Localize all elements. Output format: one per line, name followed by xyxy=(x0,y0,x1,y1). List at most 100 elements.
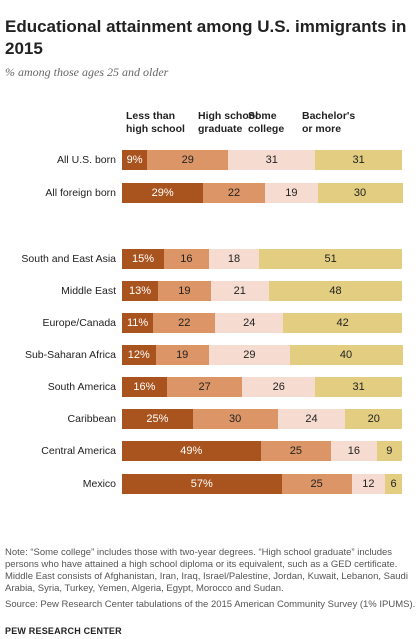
row-label-south-america: South America xyxy=(47,381,116,393)
bar-segment-central-america-1 xyxy=(260,441,332,461)
data-label-all-foreign-born-2: 19 xyxy=(285,187,298,199)
data-label-south-america-0: 16% xyxy=(133,381,156,393)
data-label-caribbean-2: 24 xyxy=(305,413,318,425)
bar-segment-sub-saharan-africa-0 xyxy=(122,345,157,365)
row-label-mexico: Mexico xyxy=(82,478,116,490)
bar-segment-mexico-0 xyxy=(122,474,283,494)
bar-segment-all-foreign-born-0 xyxy=(122,183,204,203)
row-label-europe-canada: Europe/Canada xyxy=(42,317,116,329)
brand-logo-text: PEW RESEARCH CENTER xyxy=(5,626,122,636)
bar-segment-south-and-east-asia-2 xyxy=(208,249,260,269)
data-label-mexico-2: 12 xyxy=(362,478,375,490)
legend-label-line: or more xyxy=(302,123,342,135)
bar-segment-central-america-3 xyxy=(376,441,403,461)
data-label-south-and-east-asia-2: 18 xyxy=(227,253,241,265)
bar-segment-mexico-3 xyxy=(385,474,403,494)
data-label-caribbean-0: 25% xyxy=(146,413,169,425)
data-label-mexico-0: 57% xyxy=(190,478,213,490)
bar-segment-all-u-s-born-2 xyxy=(228,150,316,170)
data-label-south-and-east-asia-3: 51 xyxy=(324,253,337,265)
data-label-central-america-3: 9 xyxy=(386,445,393,457)
bar-segment-europe-canada-1 xyxy=(153,313,216,333)
bar-segment-south-america-1 xyxy=(166,377,243,397)
row-label-middle-east: Middle East xyxy=(61,285,116,297)
row-label-sub-saharan-africa: Sub-Saharan Africa xyxy=(24,349,116,361)
data-label-south-america-1: 27 xyxy=(198,381,211,393)
data-label-europe-canada-2: 24 xyxy=(243,317,256,329)
legend-label-line: Less than xyxy=(126,110,176,122)
data-label-sub-saharan-africa-1: 19 xyxy=(176,349,189,361)
bar-segment-middle-east-1 xyxy=(158,281,212,301)
data-label-europe-canada-3: 42 xyxy=(336,317,349,329)
legend-bachelor-s-or-more: Bachelor's or more xyxy=(302,110,355,136)
row-label-caribbean: Caribbean xyxy=(67,413,116,425)
row-label-all-foreign-born: All foreign born xyxy=(45,187,116,199)
bar-segment-europe-canada-0 xyxy=(122,313,154,333)
bar-segment-sub-saharan-africa-3 xyxy=(290,345,403,365)
data-label-middle-east-3: 48 xyxy=(329,285,342,297)
bar-segment-sub-saharan-africa-2 xyxy=(208,345,291,365)
bar-segment-middle-east-0 xyxy=(122,281,159,301)
bar-segment-europe-canada-2 xyxy=(215,313,284,333)
bar-segment-south-and-east-asia-0 xyxy=(122,249,165,269)
row-label-central-america: Central America xyxy=(41,445,116,457)
data-label-europe-canada-1: 22 xyxy=(178,317,191,329)
bar-segment-south-america-3 xyxy=(315,377,403,397)
row-label-south-and-east-asia: South and East Asia xyxy=(21,253,116,265)
bar-segment-central-america-2 xyxy=(331,441,378,461)
row-label-all-u-s-born: All U.S. born xyxy=(57,154,116,166)
data-label-all-foreign-born-3: 30 xyxy=(353,187,367,199)
chart-subtitle: % among those ages 25 and older xyxy=(5,65,169,79)
data-label-all-u-s-born-3: 31 xyxy=(352,154,365,166)
legend-label-line: college xyxy=(248,123,285,135)
data-label-central-america-0: 49% xyxy=(180,445,203,457)
bar-segment-all-foreign-born-1 xyxy=(203,183,266,203)
bar-segment-europe-canada-3 xyxy=(283,313,403,333)
bar-segment-all-u-s-born-0 xyxy=(122,150,148,170)
bar-segment-middle-east-3 xyxy=(268,281,403,301)
legend-label-line: Bachelor's xyxy=(302,110,356,122)
bar-segment-all-u-s-born-1 xyxy=(147,150,229,170)
bar-segment-caribbean-2 xyxy=(277,409,346,429)
chart-title: Educational attainment among U.S. immigr… xyxy=(5,17,407,58)
data-label-all-foreign-born-1: 22 xyxy=(227,187,241,199)
bar-segment-south-and-east-asia-3 xyxy=(259,249,403,269)
data-label-middle-east-0: 13% xyxy=(129,285,152,297)
legend-label-line: graduate xyxy=(198,123,243,135)
legend-some-college: Some college xyxy=(248,110,284,136)
bar-segment-all-u-s-born-3 xyxy=(315,150,403,170)
chart-note: Note: “Some college” includes those with… xyxy=(5,547,408,594)
data-label-all-u-s-born-1: 29 xyxy=(181,154,194,166)
data-label-south-and-east-asia-0: 15% xyxy=(131,253,155,265)
bar-segment-mexico-2 xyxy=(351,474,386,494)
data-label-middle-east-2: 21 xyxy=(233,285,246,297)
data-label-all-u-s-born-0: 9% xyxy=(126,154,143,166)
data-label-south-america-3: 31 xyxy=(352,381,365,393)
data-label-middle-east-1: 19 xyxy=(178,285,191,297)
legend-less-than-high-school: Less than high school xyxy=(126,110,185,136)
data-label-sub-saharan-africa-3: 40 xyxy=(339,349,353,361)
legend-label-line: high school xyxy=(126,123,185,135)
data-label-mexico-3: 6 xyxy=(390,478,397,490)
bar-segment-south-and-east-asia-1 xyxy=(164,249,210,269)
bar-segment-sub-saharan-africa-1 xyxy=(155,345,210,365)
bar-segment-central-america-0 xyxy=(122,441,262,461)
data-label-south-america-2: 26 xyxy=(272,381,285,393)
data-label-mexico-1: 25 xyxy=(310,478,323,490)
bar-segment-south-america-0 xyxy=(122,377,168,397)
bar-segment-south-america-2 xyxy=(242,377,316,397)
bar-segment-all-foreign-born-2 xyxy=(264,183,319,203)
chart-source: Source: Pew Research Center tabulations … xyxy=(5,599,416,610)
data-label-south-and-east-asia-1: 16 xyxy=(180,253,193,265)
data-label-all-foreign-born-0: 29% xyxy=(151,187,174,199)
legend-high-school-graduate: High school graduate xyxy=(198,110,258,136)
legend-label-line: High school xyxy=(198,110,259,122)
data-label-caribbean-1: 30 xyxy=(229,413,242,425)
data-label-sub-saharan-africa-0: 12% xyxy=(127,349,150,361)
legend-label-line: Some xyxy=(248,110,277,122)
bar-segment-middle-east-2 xyxy=(210,281,270,301)
bar-segment-mexico-1 xyxy=(281,474,353,494)
bar-segment-caribbean-0 xyxy=(122,409,194,429)
data-label-central-america-2: 16 xyxy=(347,445,361,457)
data-label-caribbean-3: 20 xyxy=(367,413,380,425)
